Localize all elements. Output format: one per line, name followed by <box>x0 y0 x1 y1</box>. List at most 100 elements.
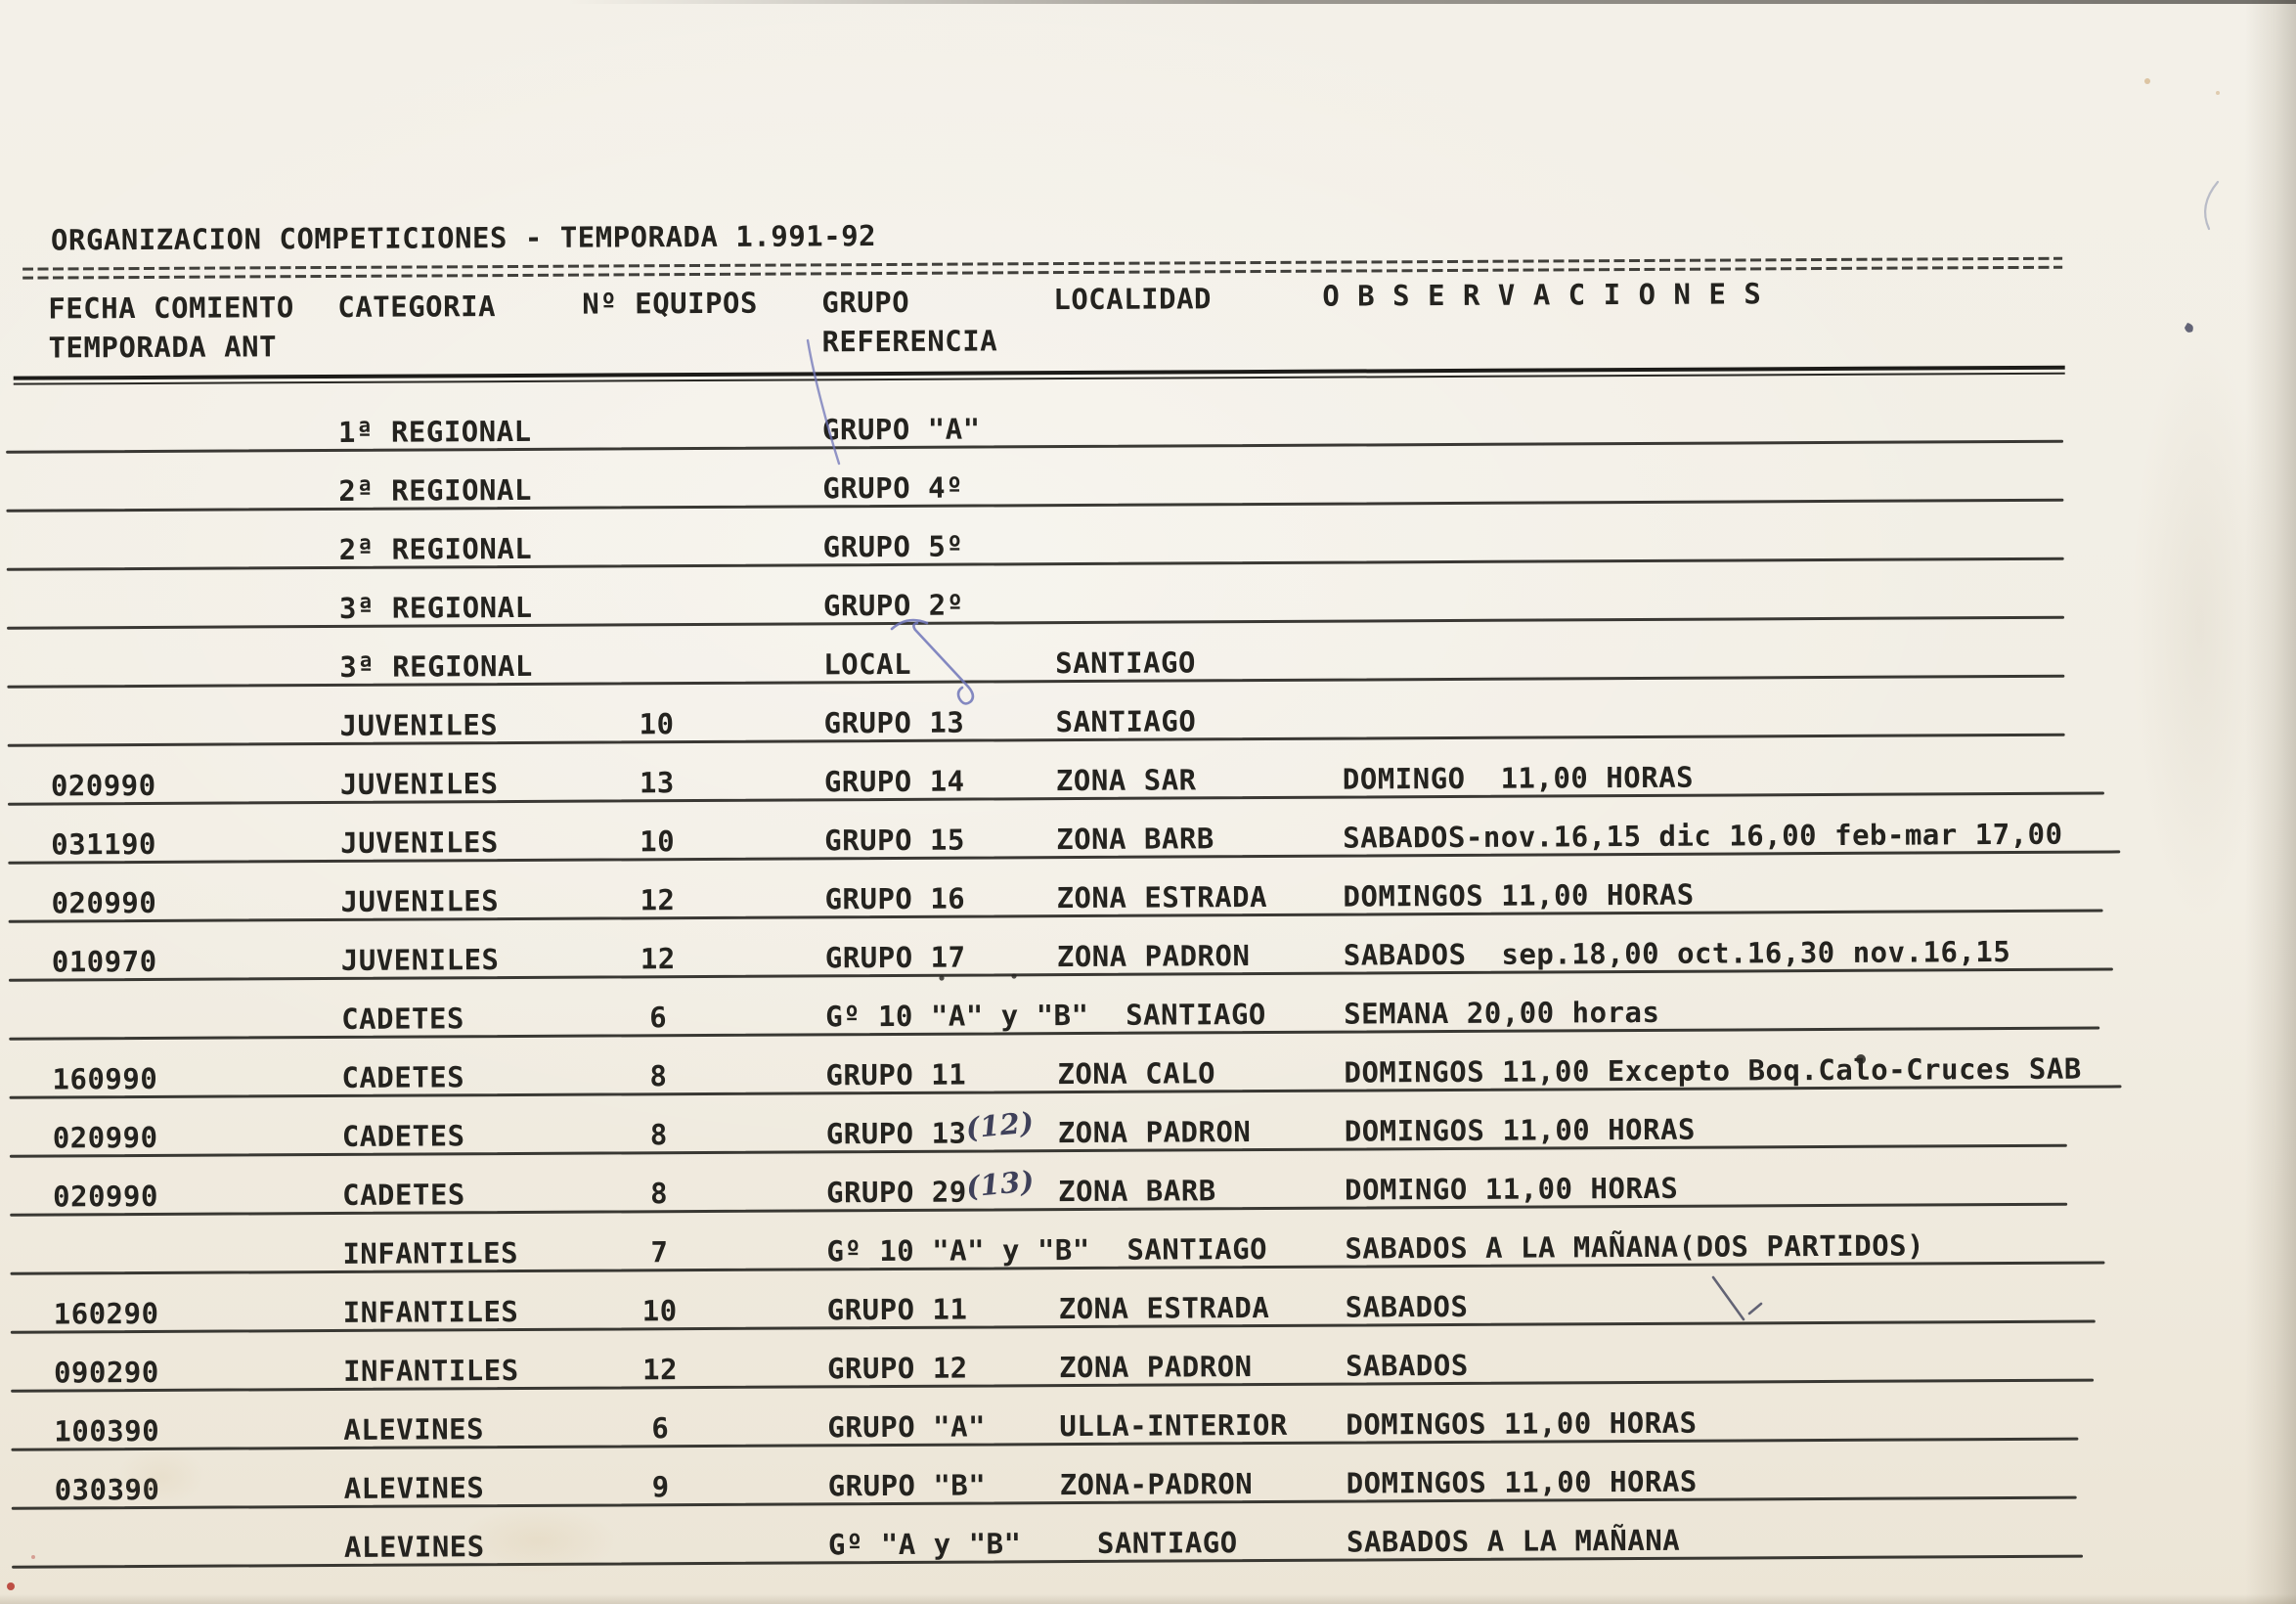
row-underline <box>11 1437 2079 1451</box>
column-header-grupo-line1: GRUPO <box>821 285 910 320</box>
cell-localidad: ZONA PADRON <box>1058 1350 1253 1385</box>
header-rule <box>13 365 2065 385</box>
cell-num-equipos: 12 <box>640 942 676 976</box>
cell-fecha: 030390 <box>54 1472 160 1507</box>
column-header-observaciones: O B S E R V A C I O N E S <box>1322 277 1762 313</box>
cell-grupo-referencia: GRUPO 5º <box>822 529 964 564</box>
cell-observaciones: SABADOS-nov.16,15 dic 16,00 feb-mar 17,0… <box>1343 817 2063 855</box>
cell-categoria: CADETES <box>342 1178 465 1212</box>
cell-grupo-referencia: GRUPO 13 <box>825 1116 967 1151</box>
cell-num-equipos: 6 <box>649 1001 668 1035</box>
cell-observaciones: DOMINGOS 11,00 Excepto Boq.Calo-Cruces S… <box>1344 1051 2082 1090</box>
cell-categoria: 3ª REGIONAL <box>339 648 533 684</box>
cell-categoria: JUVENILES <box>340 884 500 918</box>
row-underline <box>6 498 2064 512</box>
cell-localidad: ULLA-INTERIOR <box>1059 1407 1288 1444</box>
column-header-fecha-line1: FECHA COMIENTO <box>48 290 294 326</box>
handwritten-note: (13) <box>964 1164 1037 1204</box>
cell-fecha: 160990 <box>52 1061 158 1096</box>
row-underline <box>7 733 2065 747</box>
row-underline <box>6 439 2064 454</box>
cell-categoria: CADETES <box>341 1002 464 1036</box>
column-header-grupo-line2: REFERENCIA <box>821 324 998 359</box>
cell-fecha: 160290 <box>53 1296 159 1331</box>
cell-localidad: ZONA CALO <box>1057 1056 1216 1092</box>
cell-localidad: ZONA PADRON <box>1056 939 1251 974</box>
cell-num-equipos: 9 <box>651 1470 670 1504</box>
cell-observaciones: DOMINGOS 11,00 HORAS <box>1344 1112 1697 1148</box>
table-row: ALEVINES Gº "A y "B" SANTIAGO SABADOS A … <box>4 1520 2296 1590</box>
cell-fecha: 090290 <box>53 1355 159 1390</box>
column-header-fecha-line2: TEMPORADA ANT <box>48 330 278 365</box>
cell-observaciones: DOMINGOS 11,00 HORAS <box>1346 1405 1698 1442</box>
cell-num-equipos: 7 <box>650 1235 669 1270</box>
cell-observaciones: SABADOS <box>1345 1348 1469 1383</box>
cell-categoria: ALEVINES <box>343 1412 485 1447</box>
cell-num-equipos: 12 <box>640 883 676 917</box>
row-underline <box>10 1202 2068 1217</box>
cell-num-equipos: 10 <box>641 1294 678 1328</box>
row-underline <box>7 615 2065 630</box>
cell-grupo-referencia: GRUPO 16 <box>824 881 966 916</box>
cell-categoria: 1ª REGIONAL <box>337 414 532 449</box>
cell-grupo-referencia: GRUPO 4º <box>822 470 964 506</box>
cell-observaciones: SABADOS <box>1345 1289 1469 1324</box>
row-underline <box>9 1143 2067 1158</box>
page-title: ORGANIZACION COMPETICIONES - TEMPORADA 1… <box>50 219 877 257</box>
cell-grupo-referencia: GRUPO 13 <box>823 705 965 740</box>
cell-grupo-referencia: Gº 10 "A" y "B" <box>826 1232 1090 1269</box>
row-underline <box>7 674 2065 689</box>
cell-categoria: INFANTILES <box>342 1353 519 1388</box>
cell-localidad: SANTIAGO <box>1126 1231 1268 1267</box>
cell-localidad: ZONA ESTRADA <box>1056 879 1268 915</box>
cell-num-equipos: 8 <box>649 1118 668 1152</box>
cell-observaciones: SEMANA 20,00 horas <box>1344 995 1660 1031</box>
cell-localidad: ZONA ESTRADA <box>1058 1290 1270 1326</box>
handwritten-note: (12) <box>964 1105 1036 1145</box>
cell-grupo-referencia: GRUPO 17 <box>824 940 966 975</box>
row-underline <box>10 1319 2096 1334</box>
cell-categoria: ALEVINES <box>343 1530 485 1564</box>
cell-grupo-referencia: GRUPO 14 <box>823 764 965 799</box>
cell-fecha: 020990 <box>53 1179 158 1214</box>
cell-num-equipos: 8 <box>649 1059 668 1093</box>
cell-observaciones: SABADOS A LA MAÑANA(DOS PARTIDOS) <box>1345 1228 1925 1266</box>
cell-grupo-referencia: GRUPO 12 <box>826 1351 968 1386</box>
cell-observaciones: SABADOS sep.18,00 oct.16,30 nov.16,15 <box>1343 934 2011 972</box>
cell-categoria: JUVENILES <box>339 767 499 801</box>
row-underline <box>6 557 2064 571</box>
column-header-categoria: CATEGORIA <box>337 290 497 324</box>
cell-categoria: JUVENILES <box>340 943 500 977</box>
cell-categoria: 2ª REGIONAL <box>338 472 532 508</box>
cell-num-equipos: 12 <box>641 1353 679 1387</box>
cell-categoria: JUVENILES <box>340 825 499 860</box>
cell-observaciones: DOMINGO 11,00 HORAS <box>1342 760 1695 796</box>
cell-num-equipos: 6 <box>651 1411 670 1446</box>
cell-grupo-referencia: LOCAL <box>823 646 912 682</box>
cell-num-equipos: 13 <box>639 766 675 800</box>
cell-grupo-referencia: GRUPO 11 <box>826 1292 968 1327</box>
cell-categoria: ALEVINES <box>343 1471 485 1505</box>
cell-localidad: SANTIAGO <box>1055 646 1197 681</box>
cell-grupo-referencia: GRUPO "A" <box>827 1409 987 1445</box>
cell-grupo-referencia: GRUPO 2º <box>822 588 964 623</box>
cell-grupo-referencia: GRUPO 29 <box>825 1175 967 1210</box>
cell-grupo-referencia: GRUPO "A" <box>821 412 981 447</box>
cell-fecha: 031190 <box>51 826 157 862</box>
cell-observaciones: DOMINGO 11,00 HORAS <box>1344 1171 1679 1207</box>
column-header-localidad: LOCALIDAD <box>1053 282 1213 317</box>
cell-categoria: 3ª REGIONAL <box>338 590 533 625</box>
cell-grupo-referencia: GRUPO "B" <box>827 1468 987 1503</box>
cell-localidad: SANTIAGO <box>1055 704 1197 739</box>
cell-localidad: ZONA PADRON <box>1057 1115 1252 1150</box>
cell-localidad: ZONA BARB <box>1056 822 1214 857</box>
cell-localidad: ZONA BARB <box>1057 1174 1216 1209</box>
cell-num-equipos: 10 <box>640 824 676 859</box>
row-underline <box>12 1554 2084 1569</box>
cell-categoria: INFANTILES <box>342 1294 519 1329</box>
cell-fecha: 020990 <box>51 885 157 920</box>
cell-num-equipos: 10 <box>639 707 675 741</box>
cell-observaciones: DOMINGOS 11,00 HORAS <box>1346 1464 1698 1500</box>
